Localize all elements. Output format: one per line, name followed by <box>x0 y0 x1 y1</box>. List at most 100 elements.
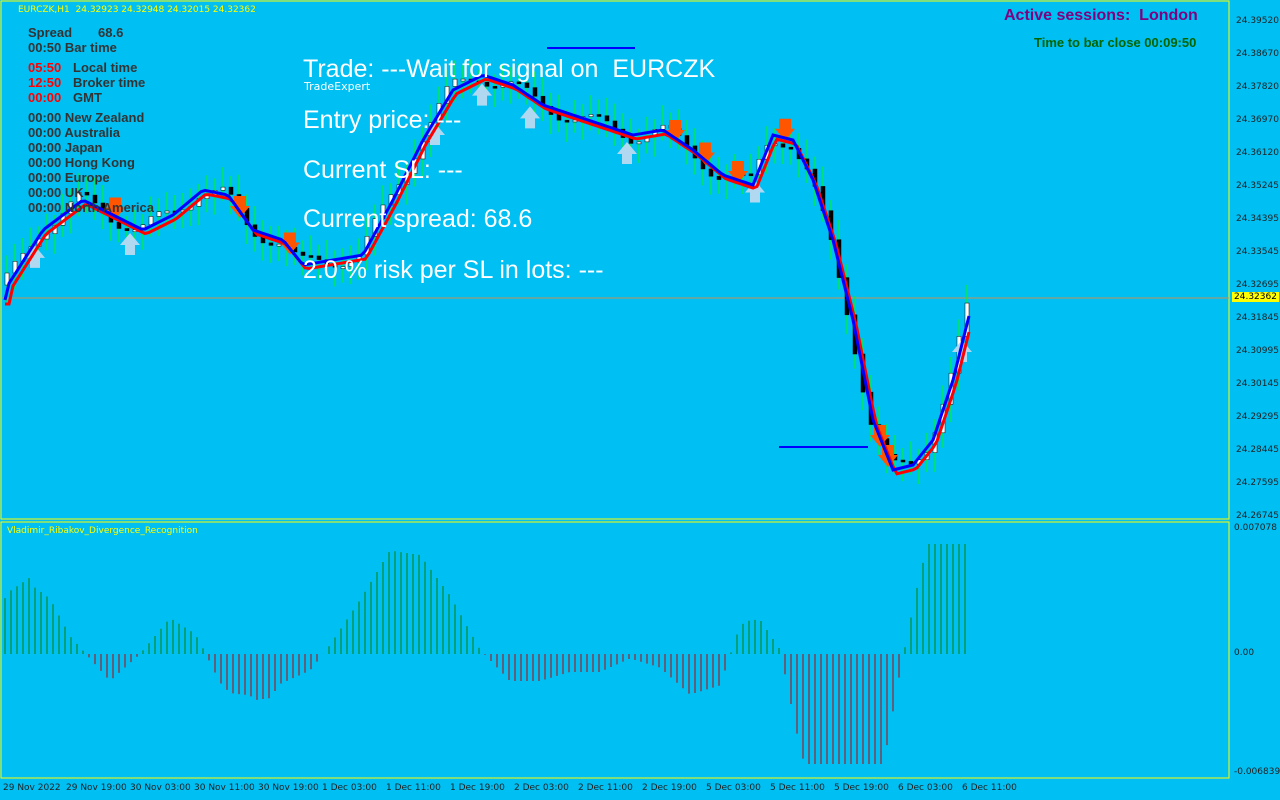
price-tick: 24.36970 <box>1236 115 1279 125</box>
candle-body <box>492 86 498 89</box>
candle-body <box>604 115 610 122</box>
price-tick: 24.31845 <box>1236 313 1279 323</box>
trade-status: Trade: ---Wait for signal on EURCZK <box>303 55 716 83</box>
candle-body <box>564 119 570 123</box>
moving-averages <box>3 74 971 476</box>
candle-body <box>708 168 714 177</box>
down-arrow-icon <box>280 232 300 255</box>
trade-expert-name: TradeExpert <box>304 80 371 93</box>
up-arrow-icon <box>472 83 492 106</box>
time-tick: 1 Dec 03:00 <box>322 783 377 793</box>
current-price-tag: 24.32362 <box>1232 292 1279 302</box>
indicator-name: Vladimir_Ribakov_Divergence_Recognition <box>7 526 198 536</box>
price-tick: 24.28445 <box>1236 445 1279 455</box>
candle-body <box>124 228 130 231</box>
session-north-america: 00:00 North America <box>28 200 154 215</box>
up-arrow-icon <box>520 106 540 129</box>
active-sessions: Active sessions: London <box>1004 7 1198 24</box>
up-arrow-icon <box>617 142 637 164</box>
time-tick: 5 Dec 03:00 <box>706 783 761 793</box>
indicator-zero: 0.00 <box>1234 648 1255 658</box>
time-tick: 1 Dec 11:00 <box>386 783 441 793</box>
time-to-bar-close: Time to bar close 00:09:50 <box>1034 35 1197 50</box>
broker-time-label: Broker time <box>73 75 146 90</box>
bar-time: 00:50 Bar time <box>28 40 117 55</box>
time-tick: 6 Dec 03:00 <box>898 783 953 793</box>
candle-body <box>148 216 154 225</box>
time-tick: 2 Dec 03:00 <box>514 783 569 793</box>
session-europe: 00:00 Europe <box>28 170 110 185</box>
candle-body <box>116 221 122 229</box>
candle-body <box>524 82 530 88</box>
candle-body <box>308 255 314 258</box>
candle-body <box>556 114 562 121</box>
current-spread: Current spread: 68.6 <box>303 205 533 233</box>
divergence-histogram <box>4 544 966 764</box>
candle-body <box>716 175 722 180</box>
candle-body <box>900 459 906 463</box>
candle-body <box>4 272 10 286</box>
candle-body <box>748 173 754 177</box>
session-hong-kong: 00:00 Hong Kong <box>28 155 135 170</box>
candle-body <box>228 186 234 195</box>
up-arrow-icon <box>745 180 765 203</box>
time-tick: 2 Dec 19:00 <box>642 783 697 793</box>
candle-body <box>268 242 274 246</box>
entry-price: Entry price: --- <box>303 106 462 134</box>
up-arrow-icon <box>25 245 45 268</box>
candle-body <box>484 82 490 87</box>
price-tick: 24.30145 <box>1236 379 1279 389</box>
price-tick: 24.30995 <box>1236 346 1279 356</box>
time-tick: 5 Dec 19:00 <box>834 783 889 793</box>
down-arrow-icon <box>105 197 125 220</box>
broker-time-value: 12:50 <box>28 75 62 90</box>
time-tick: 30 Nov 19:00 <box>258 783 319 793</box>
candle-body <box>788 146 794 150</box>
gmt-value: 00:00 <box>28 90 62 105</box>
candle-body <box>220 186 226 191</box>
price-tick: 24.27595 <box>1236 478 1279 488</box>
candle-body <box>588 114 594 117</box>
risk-per-sl: 2.0 % risk per SL in lots: --- <box>303 256 604 284</box>
time-tick: 29 Nov 19:00 <box>66 783 127 793</box>
candle-body <box>92 194 98 204</box>
time-tick: 1 Dec 19:00 <box>450 783 505 793</box>
local-time-value: 05:50 <box>28 60 62 75</box>
spread-label: Spread <box>28 25 73 40</box>
candle-body <box>460 78 466 82</box>
session-japan: 00:00 Japan <box>28 140 103 155</box>
down-arrow-icon <box>775 118 795 141</box>
indicator-frame <box>0 521 1230 779</box>
local-time-label: Local time <box>73 60 138 75</box>
price-tick: 24.36120 <box>1236 148 1279 158</box>
session-new-zealand: 00:00 New Zealand <box>28 110 145 125</box>
price-tick: 24.29295 <box>1236 412 1279 422</box>
candle-body <box>340 266 346 269</box>
price-tick: 24.33545 <box>1236 247 1279 257</box>
candle-body <box>452 78 458 87</box>
price-tick: 24.37820 <box>1236 82 1279 92</box>
price-tick: 24.38670 <box>1236 49 1279 59</box>
down-arrow-icon <box>728 161 748 183</box>
candle-body <box>316 255 322 260</box>
time-tick: 30 Nov 03:00 <box>130 783 191 793</box>
candle-body <box>84 191 90 196</box>
spread-value: 68.6 <box>98 25 124 40</box>
session-uk: 00:00 UK <box>28 185 84 200</box>
candle-body <box>164 210 170 214</box>
up-arrow-icon <box>120 233 140 255</box>
price-tick: 24.35245 <box>1236 181 1279 191</box>
candle-body <box>300 251 306 256</box>
candle-body <box>276 243 282 247</box>
candle-body <box>660 124 666 130</box>
price-tick: 24.34395 <box>1236 214 1279 224</box>
price-tick: 24.39520 <box>1236 16 1279 26</box>
time-tick: 2 Dec 11:00 <box>578 783 633 793</box>
candle-body <box>596 114 602 117</box>
candle-body <box>532 87 538 97</box>
candle-body <box>516 81 522 85</box>
session-australia: 00:00 Australia <box>28 125 121 140</box>
gmt-label: GMT <box>73 90 102 105</box>
indicator-max: 0.007078 <box>1234 523 1277 533</box>
